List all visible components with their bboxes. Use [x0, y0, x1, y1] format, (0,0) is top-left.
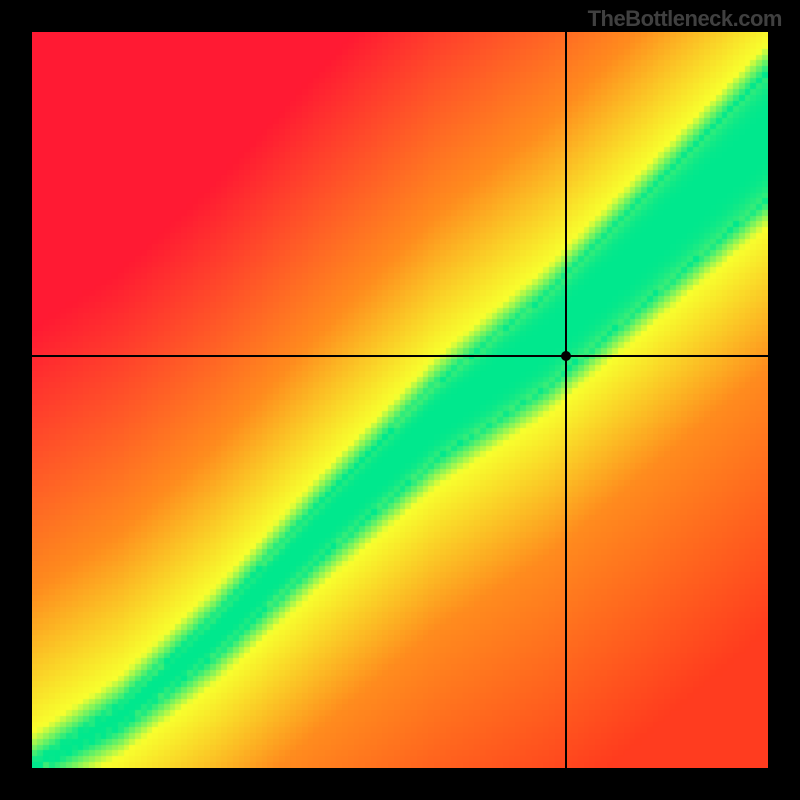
watermark-text: TheBottleneck.com [588, 6, 782, 32]
crosshair-horizontal-line [32, 355, 768, 357]
crosshair-vertical-line [565, 32, 567, 768]
heatmap-canvas [32, 32, 768, 768]
plot-area [32, 32, 768, 768]
figure-root: TheBottleneck.com [0, 0, 800, 800]
indicator-dot [561, 351, 571, 361]
